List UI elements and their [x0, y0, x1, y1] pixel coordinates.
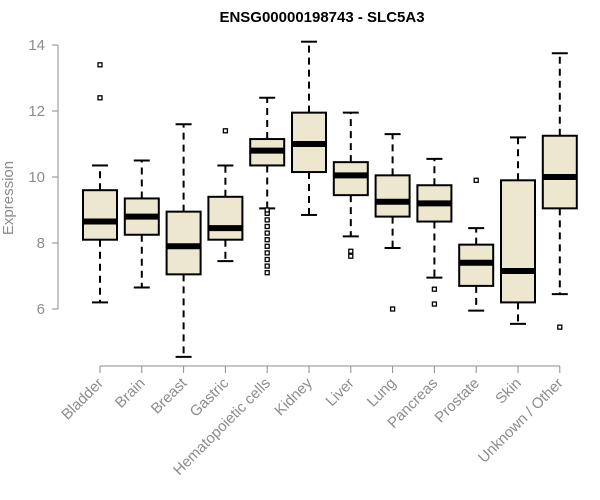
y-tick-label-12: 12: [28, 103, 45, 120]
box-body-gastric: [207, 195, 244, 241]
x-tick-label-liver: Liver: [323, 375, 358, 410]
chart-title: ENSG00000198743 - SLC5A3: [219, 9, 424, 26]
x-tick-label-breast: Breast: [148, 374, 191, 417]
x-tick-label-brain: Brain: [112, 375, 149, 412]
outlier-liver-1: [348, 248, 354, 254]
box-hematopoietic-cells: [249, 96, 286, 276]
outlier-liver-0: [348, 253, 354, 259]
box-body-unknown-other: [541, 134, 578, 210]
outlier-pancreas-0: [431, 301, 438, 307]
outlier-pancreas-1: [431, 286, 438, 292]
box-bladder: [82, 62, 118, 304]
box-body-bladder: [82, 189, 118, 241]
box-gastric: [207, 128, 244, 263]
outlier-hematopoietic-cells-3: [264, 250, 270, 256]
y-tick-label-10: 10: [28, 169, 45, 186]
x-tick-label-bladder: Bladder: [58, 375, 107, 424]
outlier-gastric-0: [222, 128, 229, 134]
outlier-bladder-0: [97, 95, 103, 101]
outlier-hematopoietic-cells-6: [264, 230, 270, 236]
x-tick-label-prostate: Prostate: [431, 375, 483, 427]
box-series: [82, 40, 578, 358]
outlier-lung-0: [389, 306, 396, 312]
box-lung: [374, 133, 411, 312]
y-axis-label: Expression: [0, 161, 17, 235]
y-tick-label-6: 6: [37, 301, 45, 318]
outlier-bladder-1: [97, 62, 103, 68]
outlier-hematopoietic-cells-0: [264, 270, 270, 276]
outlier-hematopoietic-cells-1: [264, 263, 270, 269]
y-axis: 6 8 10 12 14: [28, 37, 59, 318]
y-tick-label-14: 14: [28, 37, 45, 54]
outlier-hematopoietic-cells-10: [264, 207, 270, 213]
box-brain: [123, 159, 160, 289]
box-body-liver: [332, 161, 369, 197]
box-unknown-other: [541, 52, 578, 330]
box-skin: [500, 136, 536, 325]
x-tick-label-kidney: Kidney: [271, 374, 316, 419]
outlier-hematopoietic-cells-4: [264, 243, 270, 249]
outlier-hematopoietic-cells-5: [264, 237, 270, 243]
box-breast: [165, 123, 202, 358]
x-tick-label-skin: Skin: [492, 375, 525, 408]
box-body-skin: [500, 179, 536, 304]
box-body-lung: [374, 174, 411, 218]
box-liver: [332, 111, 369, 259]
box-pancreas: [416, 157, 453, 307]
box-prostate: [458, 177, 495, 312]
box-body-breast: [165, 210, 202, 276]
x-tick-label-lung: Lung: [364, 375, 400, 411]
outlier-unknown-other-0: [557, 324, 563, 330]
outlier-prostate-0: [473, 177, 479, 183]
outlier-hematopoietic-cells-8: [264, 217, 270, 223]
outlier-hematopoietic-cells-7: [264, 223, 270, 230]
box-kidney: [291, 40, 327, 216]
outlier-hematopoietic-cells-2: [264, 256, 270, 263]
y-tick-label-8: 8: [37, 235, 45, 252]
